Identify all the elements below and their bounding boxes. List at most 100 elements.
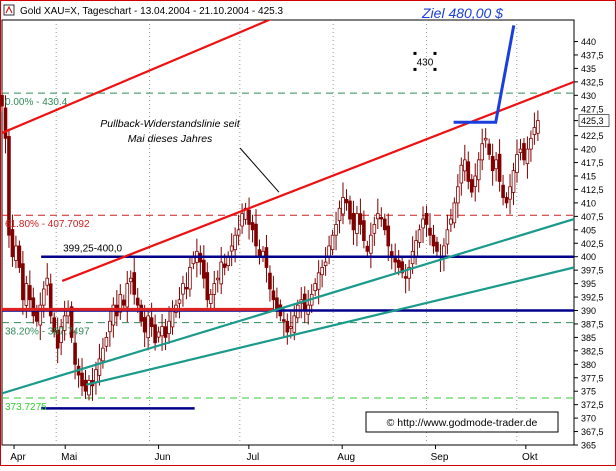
y-tick-label: 395 xyxy=(581,279,596,289)
candle-body xyxy=(7,136,11,236)
selection-handle xyxy=(433,67,437,71)
selection-handle xyxy=(433,51,437,55)
candle-body xyxy=(428,227,432,236)
candle-body xyxy=(219,261,224,285)
y-tick-label: 365 xyxy=(581,441,596,451)
y-tick-label: 437,5 xyxy=(581,50,604,60)
level-label: 61.80% - 407.7092 xyxy=(5,219,90,230)
candle-body xyxy=(202,259,206,279)
candle-body xyxy=(421,218,425,229)
candle-body xyxy=(382,218,387,231)
candle-body xyxy=(73,342,77,365)
candle-body xyxy=(466,161,471,182)
candle-body xyxy=(490,155,495,172)
candle-body xyxy=(55,329,60,349)
horizontal-line-label: 399,25-400,0 xyxy=(63,244,122,255)
candle-body xyxy=(156,331,161,338)
candle-body xyxy=(536,120,540,134)
selection-handle xyxy=(413,51,417,55)
trendline xyxy=(86,266,574,386)
candle-body xyxy=(153,324,157,344)
candle-body xyxy=(449,218,453,225)
y-tick-label: 392,5 xyxy=(581,293,604,303)
candle-body xyxy=(400,261,404,274)
candle-body xyxy=(41,288,46,306)
candle-body xyxy=(31,297,36,317)
x-tick-label: Sep xyxy=(431,452,449,463)
candle-body xyxy=(403,276,408,279)
candle-body xyxy=(111,304,116,326)
candle-body xyxy=(532,127,537,135)
candle-body xyxy=(108,320,112,333)
candle-body xyxy=(48,283,53,317)
candle-body xyxy=(372,224,377,234)
candle-body xyxy=(480,143,484,161)
candle-body xyxy=(282,319,286,322)
candle-body xyxy=(435,241,439,252)
candle-body xyxy=(344,199,349,204)
candle-body xyxy=(424,213,429,225)
x-tick-label: Jul xyxy=(246,452,259,463)
candle-body xyxy=(518,148,523,154)
candle-body xyxy=(135,297,140,306)
candle-body xyxy=(327,245,331,257)
candle-body xyxy=(222,263,227,268)
candle-body xyxy=(215,277,220,281)
candle-body xyxy=(459,164,464,184)
candle-body xyxy=(445,229,450,245)
candle-body xyxy=(94,369,98,383)
level-label: 38.20% - 387.7497 xyxy=(5,327,90,338)
candle-body xyxy=(462,159,467,172)
candle-body xyxy=(233,234,237,251)
candle-body xyxy=(369,234,373,254)
candle-body xyxy=(508,186,512,200)
candle-body xyxy=(348,200,352,220)
candle-body xyxy=(125,283,130,308)
y-tick-label: 375 xyxy=(581,387,596,397)
y-tick-label: 370 xyxy=(581,414,596,424)
candle-body xyxy=(376,213,380,220)
candle-body xyxy=(160,326,164,337)
current-price-box xyxy=(578,114,610,127)
y-tick-label: 385 xyxy=(581,333,596,343)
y-tick-label: 390 xyxy=(581,306,596,316)
selection-handle xyxy=(413,67,417,71)
candle-body xyxy=(45,277,50,286)
candle-body xyxy=(494,159,498,170)
candle-body xyxy=(139,304,143,322)
watermark-box xyxy=(365,411,559,433)
y-tick-label: 435 xyxy=(581,64,596,74)
candle-body xyxy=(229,245,234,252)
candle-body xyxy=(320,267,324,276)
candle-body xyxy=(456,186,460,204)
candle-body xyxy=(188,267,192,290)
level-label: 0.00% - 430.4 xyxy=(5,97,68,108)
candle-body xyxy=(3,107,8,139)
candle-body xyxy=(104,337,109,347)
candle-body xyxy=(14,245,18,261)
y-tick-label: 420 xyxy=(581,145,596,155)
candle-body xyxy=(254,223,258,247)
candle-body xyxy=(355,213,359,234)
candle-body xyxy=(247,209,251,225)
candle-body xyxy=(28,285,32,301)
candle-body xyxy=(529,137,533,150)
candle-body xyxy=(358,213,363,225)
candle-body xyxy=(163,326,168,338)
candle-body xyxy=(243,207,248,220)
y-tick-label: 382,5 xyxy=(581,346,604,356)
candle-body xyxy=(341,197,345,215)
candle-body xyxy=(121,299,126,306)
y-tick-label: 402,5 xyxy=(581,239,604,249)
candle-body xyxy=(469,179,474,193)
candle-body xyxy=(473,175,478,187)
candle-body xyxy=(146,315,150,339)
y-tick-label: 387,5 xyxy=(581,319,604,329)
candle-body xyxy=(431,234,436,247)
candle-body xyxy=(62,315,67,331)
candle-body xyxy=(504,197,509,204)
candle-body xyxy=(52,317,56,333)
candle-body xyxy=(208,293,213,304)
watermark: © http://www.godmode-trader.de xyxy=(387,417,538,429)
